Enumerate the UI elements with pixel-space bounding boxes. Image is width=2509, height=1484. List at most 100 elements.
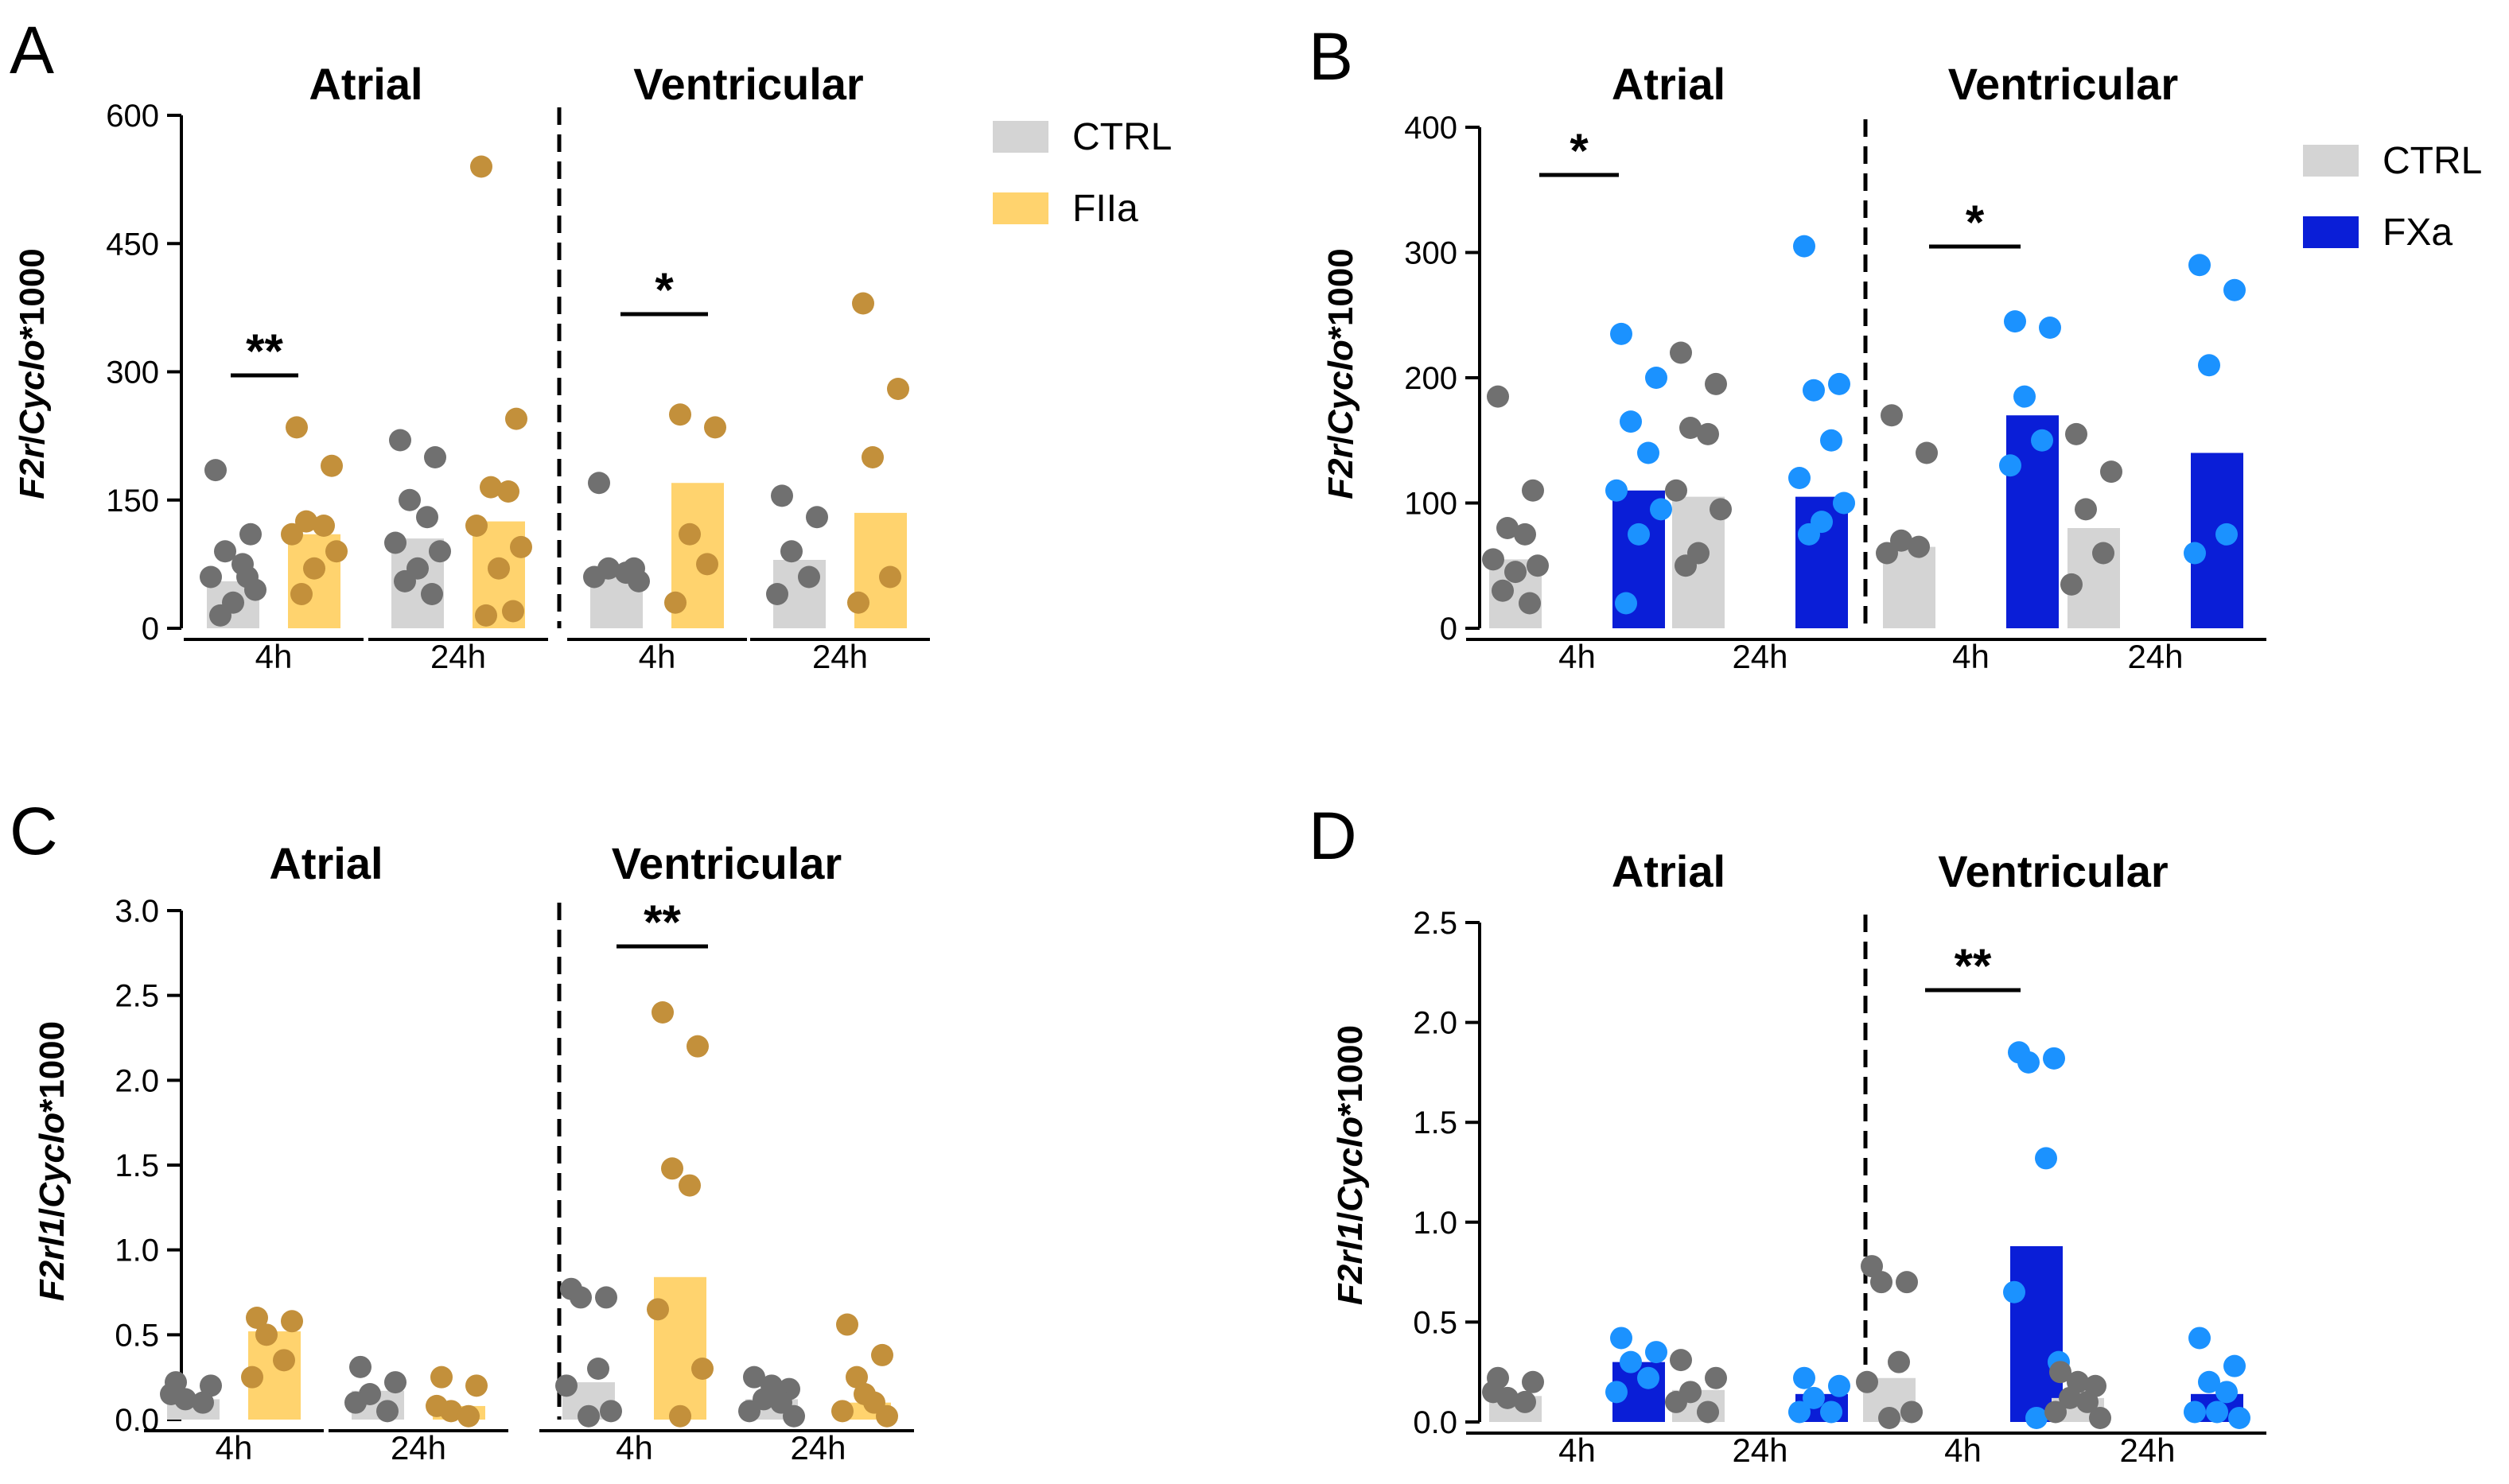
point-ctrl-1 [1482, 548, 1504, 571]
point-fiia-1 [295, 510, 317, 533]
point-fiia-3 [661, 1157, 683, 1180]
point-ctrl-1 [1492, 579, 1514, 602]
point-ctrl-2 [421, 583, 443, 605]
y-axis-label-ref: Cyclo [33, 1113, 72, 1208]
point-fxa-4 [2228, 1406, 2250, 1429]
point-fiia-2 [457, 1404, 480, 1428]
point-fxa-4 [2184, 1400, 2206, 1424]
point-fxa-4 [2184, 542, 2206, 565]
point-fiia-1 [255, 1323, 278, 1346]
y-axis-label-ref: Cyclo [1331, 1117, 1370, 1212]
significance-marker: ** [246, 324, 283, 378]
group-label: 4h [1558, 638, 1596, 675]
legend-swatch-ctrl [993, 121, 1048, 153]
y-tick-label: 1.0 [115, 1233, 159, 1268]
region-header-atrial: Atrial [309, 59, 422, 109]
point-fiia-1 [273, 1349, 295, 1372]
y-axis-label-suffix: *1000 [33, 1021, 72, 1113]
y-tick-label: 450 [106, 227, 159, 262]
point-fiia-2 [480, 476, 502, 499]
point-ctrl-1 [192, 1391, 214, 1414]
point-fiia-1 [246, 1307, 268, 1329]
point-ctrl-3 [1876, 542, 1898, 565]
point-ctrl-3 [588, 472, 610, 495]
group-label: 4h [216, 1429, 253, 1467]
point-fiia-4 [831, 1400, 854, 1423]
point-ctrl-4 [2092, 542, 2114, 565]
region-header-ventricular: Ventricular [612, 838, 842, 888]
point-fxa-1 [1620, 1350, 1642, 1373]
point-fiia-3 [679, 1174, 701, 1197]
y-tick-label: 1.5 [1413, 1105, 1457, 1140]
point-fiia-3 [691, 1358, 714, 1380]
panel-d: D 0.0 0.5 1.0 1.5 2.0 2.5 F2rl1/Cyclo*1000 Atria… [1309, 798, 2266, 1469]
region-header-atrial: Atrial [1612, 59, 1725, 109]
y-axis-label-sep: / [33, 1208, 72, 1218]
point-fiia-1 [321, 454, 343, 477]
point-fxa-2 [1828, 1374, 1850, 1397]
y-axis-label-suffix: *1000 [1321, 248, 1360, 340]
point-fxa-2 [1793, 235, 1815, 258]
panel-b: B 0 100 200 300 400 F2r/Cyclo*1000 Atrial Ventri… [1309, 19, 2482, 675]
point-ctrl-3 [1890, 529, 1912, 552]
point-fxa-2 [1803, 379, 1825, 402]
point-fxa-4 [2223, 278, 2246, 301]
point-ctrl-2 [424, 446, 446, 468]
point-fiia-2 [510, 535, 532, 558]
point-fxa-3 [2003, 1280, 2025, 1303]
group-label: 24h [2127, 638, 2183, 675]
significance-marker: * [1570, 124, 1589, 177]
region-header-atrial: Atrial [269, 838, 383, 888]
legend-swatch-fxa [2303, 216, 2359, 248]
point-fiia-3 [687, 1035, 709, 1058]
point-fiia-3 [704, 416, 726, 439]
y-tick-label: 0.5 [115, 1318, 159, 1353]
legend-label-fxa: FXa [2383, 212, 2453, 254]
group-label: 24h [1732, 1432, 1787, 1469]
point-ctrl-1 [1514, 523, 1536, 546]
point-ctrl-3 [1861, 1255, 1883, 1278]
point-ctrl-1 [1522, 1370, 1544, 1393]
point-fiia-1 [281, 1310, 303, 1333]
point-ctrl-2 [1697, 422, 1719, 445]
point-ctrl-4 [738, 1400, 760, 1423]
point-fxa-2 [1798, 523, 1820, 546]
y-tick-label: 1.0 [1413, 1206, 1457, 1241]
point-ctrl-1 [1496, 517, 1519, 539]
point-ctrl-2 [384, 531, 406, 554]
point-fxa-3 [2017, 1051, 2040, 1074]
panel-c: C 0.0 0.5 1.0 1.5 2.0 2.5 3.0 F2rl1/Cyclo*1000 At… [10, 794, 914, 1467]
point-fxa-4 [2223, 1354, 2246, 1377]
panel-letter: B [1309, 19, 1353, 94]
point-fiia-3 [669, 1404, 691, 1428]
point-fiia-2 [430, 1366, 453, 1389]
point-ctrl-1 [1504, 561, 1527, 584]
point-fxa-1 [1637, 1366, 1659, 1389]
significance-marker: * [1966, 196, 1985, 249]
point-fiia-4 [871, 1343, 893, 1366]
point-ctrl-2 [1710, 498, 1732, 521]
group-label: 24h [430, 638, 486, 675]
point-fxa-2 [1820, 429, 1842, 452]
point-ctrl-4 [743, 1366, 765, 1389]
y-tick-label: 600 [106, 99, 159, 134]
point-fxa-2 [1828, 372, 1850, 395]
point-fiia-3 [679, 523, 701, 546]
point-fiia-1 [313, 515, 335, 537]
point-fxa-1 [1610, 1327, 1632, 1350]
point-fxa-1 [1610, 322, 1632, 345]
point-fiia-4 [887, 378, 909, 400]
y-tick-label: 3.0 [115, 894, 159, 929]
point-fxa-4 [2188, 254, 2211, 277]
point-fiia-4 [854, 1383, 876, 1405]
y-axis-label-gene: F2rl1 [33, 1218, 72, 1301]
point-fxa-3 [2004, 310, 2026, 333]
group-label: 4h [1952, 638, 1990, 675]
significance-marker: * [655, 263, 674, 317]
region-header-ventricular: Ventricular [1938, 846, 2168, 896]
y-tick-label: 2.0 [115, 1063, 159, 1098]
bar-fxa-3 [2010, 1245, 2063, 1422]
point-fiia-1 [241, 1366, 263, 1389]
point-ctrl-3 [583, 565, 605, 589]
